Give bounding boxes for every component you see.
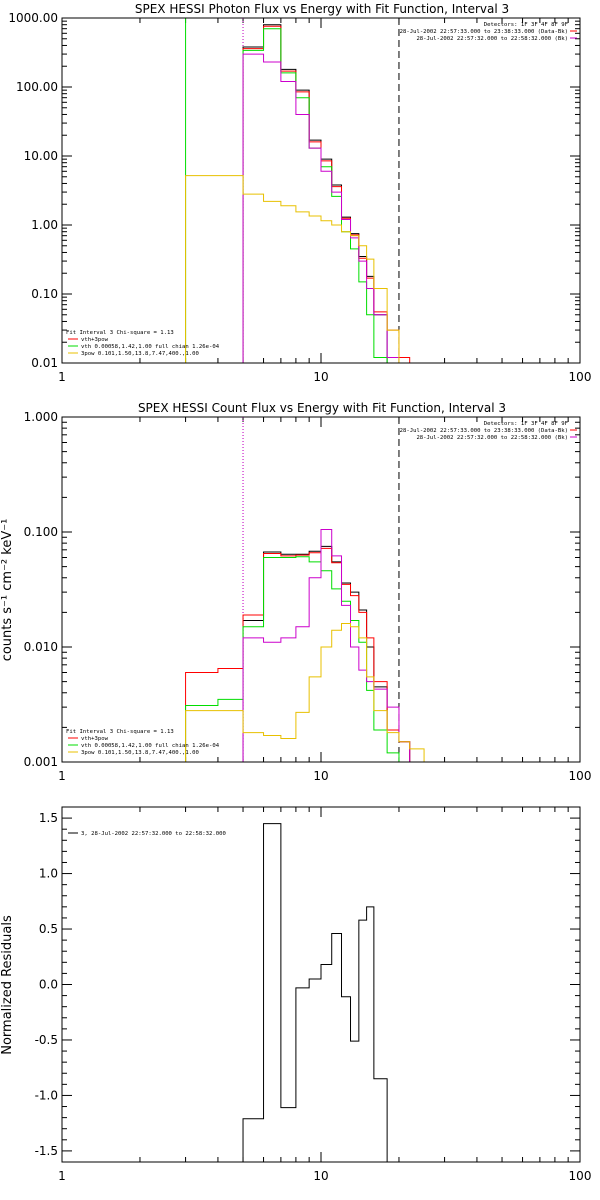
y-tick-label: 1.000	[24, 410, 58, 424]
data-series-line	[242, 25, 411, 363]
legend-entry: Fit Interval 3 Chi-square = 1.13	[66, 729, 174, 735]
y-tick-label: 10.00	[24, 149, 58, 163]
x-tick-label: 10	[313, 1169, 328, 1183]
y-tick-label: 1000.00	[8, 11, 58, 25]
y-tick-label: 1.00	[31, 218, 58, 232]
y-tick-label: -1.0	[35, 1088, 58, 1102]
x-tick-label: 100	[569, 1169, 592, 1183]
data-series-line	[185, 623, 425, 762]
count-chart-title: SPEX HESSI Count Flux vs Energy with Fit…	[138, 401, 506, 415]
info-line: 28-Jul-2002 22:57:33.000 to 23:38:33.000…	[400, 29, 568, 35]
info-line: 28-Jul-2002 22:57:33.000 to 23:38:33.000…	[400, 428, 568, 434]
data-series-line	[185, 175, 410, 364]
y-tick-label: 0.10	[31, 287, 58, 301]
y-tick-label: -0.5	[35, 1033, 58, 1047]
y-tick-label: -1.5	[35, 1144, 58, 1158]
legend-entry: vth 0.00058,1.42,1.00 full chian 1.26e-0…	[81, 344, 220, 350]
legend-entry: vth+3pow	[81, 736, 109, 742]
x-tick-label: 100	[569, 370, 592, 384]
x-tick-label: 100	[569, 769, 592, 783]
y-tick-label: 0.001	[24, 755, 58, 769]
data-series-line	[242, 28, 388, 363]
count-plot-frame	[61, 416, 581, 763]
legend-entry: vth+3pow	[81, 337, 109, 343]
data-series-line	[242, 53, 400, 363]
legend-entry: 3, 28-Jul-2002 22:57:32.000 to 22:58:32.…	[81, 831, 226, 837]
residuals-y-axis-label: Normalized Residuals	[0, 915, 15, 1055]
x-tick-label: 10	[313, 769, 328, 783]
count-y-axis-label: counts s⁻¹ cm⁻² keV⁻¹	[0, 519, 15, 662]
photon-plot-frame	[61, 17, 581, 364]
legend-entry: vth 0.00058,1.42,1.00 full chian 1.26e-0…	[81, 743, 220, 749]
data-series-line	[242, 529, 411, 762]
data-series-line	[242, 823, 399, 1163]
x-tick-label: 1	[58, 370, 66, 384]
info-line: Detectors: 1F 3F 4F 8F 9F	[484, 22, 569, 28]
residuals-plot-frame	[61, 806, 581, 1163]
info-line: Detectors: 1F 3F 4F 8F 9F	[484, 421, 569, 427]
x-tick-label: 1	[58, 769, 66, 783]
y-tick-label: 100.00	[16, 80, 58, 94]
info-line: 28-Jul-2002 22:57:32.000 to 22:58:32.000…	[416, 36, 568, 42]
legend-entry: Fit Interval 3 Chi-square = 1.13	[66, 330, 174, 336]
x-tick-label: 1	[58, 1169, 66, 1183]
y-tick-label: 0.0	[39, 978, 58, 992]
y-tick-label: 0.5	[39, 922, 58, 936]
info-line: 28-Jul-2002 22:57:32.000 to 22:58:32.000…	[416, 435, 568, 441]
y-tick-label: 1.5	[39, 811, 58, 825]
photon-chart-title: SPEX HESSI Photon Flux vs Energy with Fi…	[135, 2, 509, 16]
y-tick-label: 0.010	[24, 640, 58, 654]
y-tick-label: 0.01	[31, 356, 58, 370]
x-tick-label: 10	[313, 370, 328, 384]
residuals-panel: 1 10 100 -1.5 -1.0 -0.5 0.0 0.5 1.0 1.5 Normalize…	[0, 806, 592, 1183]
y-tick-label: 0.100	[24, 525, 58, 539]
count-flux-panel: SPEX HESSI Count Flux vs Energy with Fit…	[0, 401, 591, 783]
photon-flux-panel: SPEX HESSI Photon Flux vs Energy with Fi…	[8, 2, 591, 384]
legend-entry: 3pow 0.101,1.50,13.8,7.47,400.,1.00	[81, 750, 199, 756]
y-tick-label: 1.0	[39, 867, 58, 881]
legend-entry: 3pow 0.101,1.50,13.8,7.47,400.,1.00	[81, 351, 199, 357]
